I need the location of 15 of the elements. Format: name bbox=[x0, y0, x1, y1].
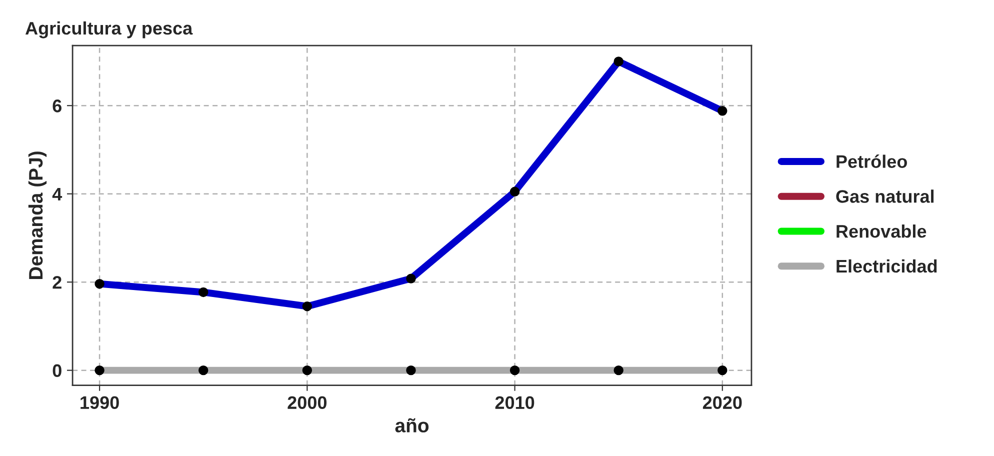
x-axis-title: año bbox=[395, 418, 429, 432]
legend-label: Gas natural bbox=[836, 190, 934, 203]
y-tick-label: 4 bbox=[52, 188, 62, 200]
y-tick-label: 6 bbox=[52, 100, 62, 112]
y-axis-title: Demanda (PJ) bbox=[28, 152, 47, 279]
legend-label: Petróleo bbox=[836, 154, 907, 168]
chart-title: Agricultura y pesca bbox=[25, 21, 193, 38]
x-tick-label: 2020 bbox=[702, 396, 742, 409]
legend-label: Electricidad bbox=[836, 259, 937, 273]
x-tick-label: 1990 bbox=[80, 396, 119, 409]
legend-label: Renovable bbox=[836, 224, 926, 238]
x-tick-label: 2010 bbox=[495, 396, 534, 409]
x-tick-label: 2000 bbox=[288, 396, 327, 409]
y-tick-label: 2 bbox=[52, 276, 62, 289]
y-tick-label: 0 bbox=[52, 364, 62, 378]
